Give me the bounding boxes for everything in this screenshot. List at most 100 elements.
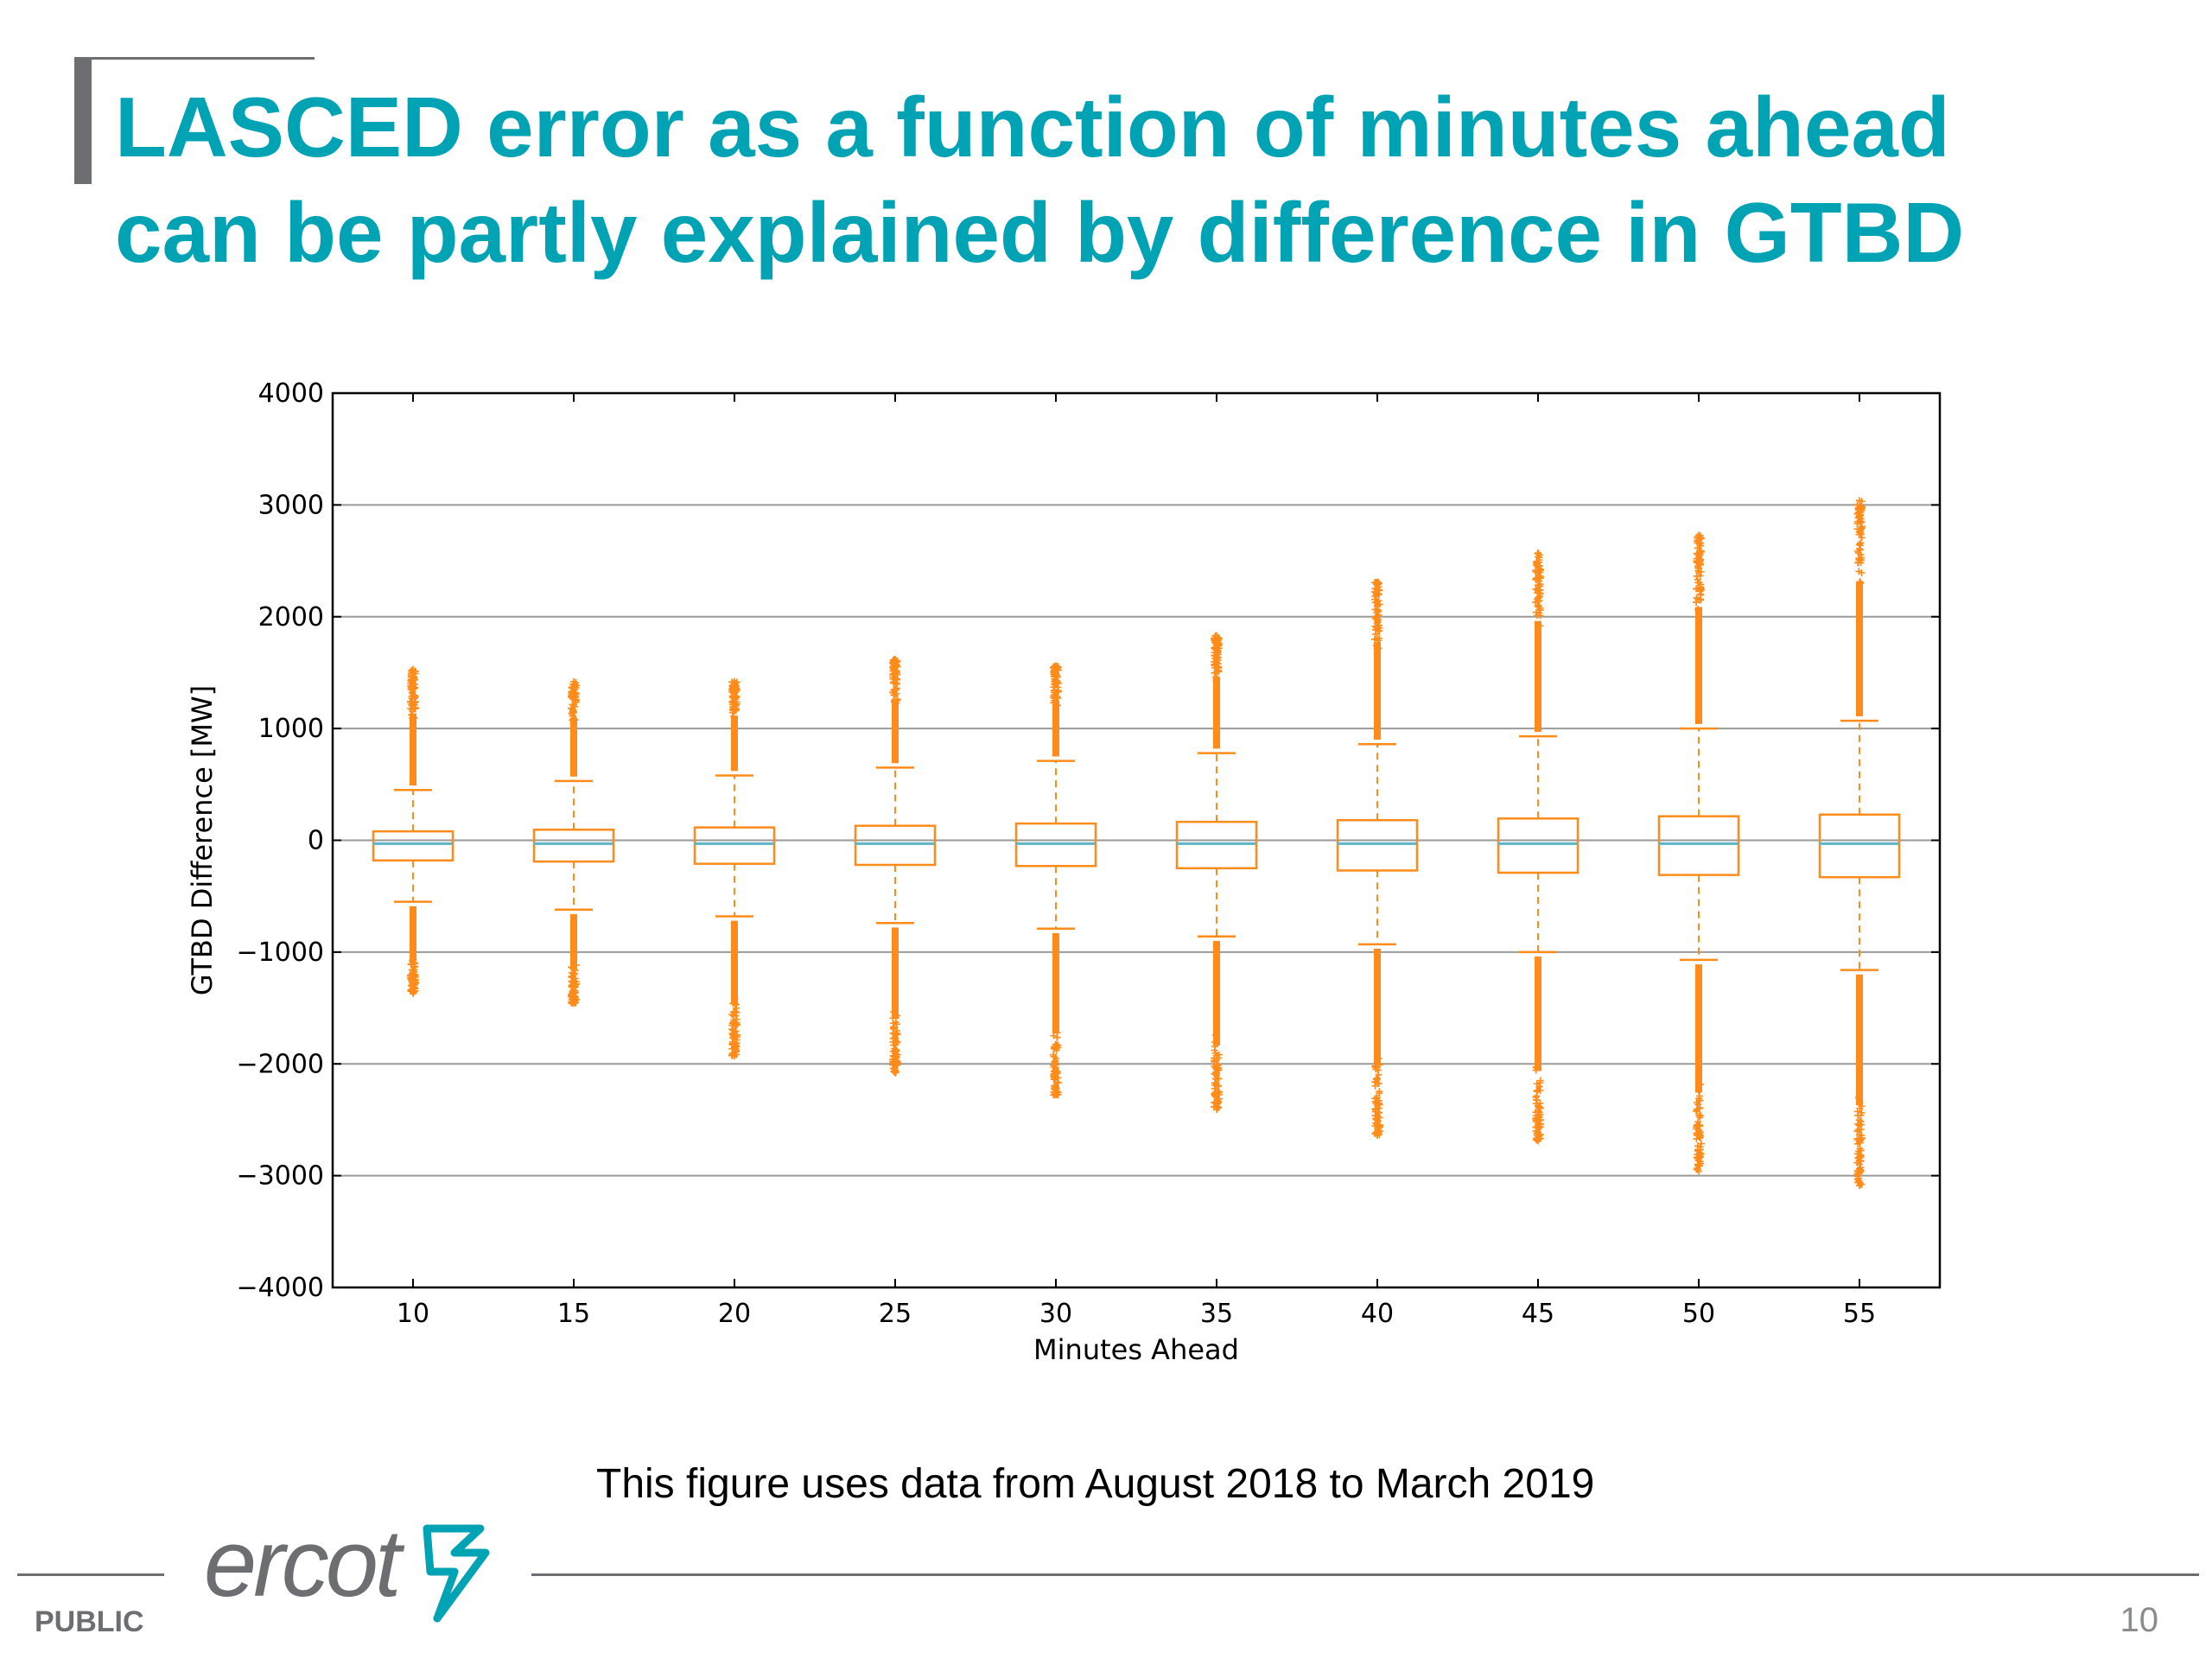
y-tick-label: 0 (308, 826, 324, 856)
flier-point (1855, 1096, 1863, 1103)
flier-point (1693, 558, 1700, 566)
flier-point (1536, 1087, 1544, 1095)
y-tick-label: 3000 (258, 490, 324, 520)
flier-point (1855, 1170, 1863, 1178)
flier-point (1372, 589, 1380, 597)
flier-cluster-low (1052, 932, 1059, 1034)
flier-extreme-high (1856, 497, 1863, 505)
flier-extreme-high (1695, 531, 1702, 539)
flier-point (893, 1058, 900, 1065)
flier-point (1694, 562, 1702, 569)
flier-point (1053, 673, 1061, 681)
slide-title: LASCED error as a function of minutes ah… (115, 74, 2171, 285)
flier-point (890, 1007, 898, 1015)
x-tick-label: 10 (397, 1299, 429, 1329)
flier-point (569, 715, 577, 722)
flier-cluster-high (1856, 582, 1863, 716)
slide-title-line-1: LASCED error as a function of minutes ah… (115, 79, 1950, 175)
box-plot-chart: 4000 3000 2000 1000 0 −1000 −2000 −3000 −4000 10 1… (186, 378, 1942, 1366)
flier-point (728, 1039, 736, 1047)
flier-point (1855, 568, 1863, 575)
flier-extreme-high (892, 655, 899, 663)
flier-extreme-low (731, 1052, 738, 1060)
flier-point (1376, 634, 1383, 642)
flier-point (1211, 660, 1218, 668)
flier-point (729, 692, 737, 700)
x-tick-label: 40 (1361, 1299, 1394, 1329)
flier-extreme-high (731, 677, 738, 685)
flier-point (1371, 635, 1379, 643)
flier-point (893, 684, 900, 692)
flier-point (571, 694, 579, 702)
flier-point (1371, 599, 1379, 607)
flier-point (569, 684, 576, 692)
flier-point (1532, 1116, 1540, 1124)
flier-point (1052, 666, 1059, 674)
flier-cluster-low (1856, 974, 1863, 1106)
flier-point (407, 711, 415, 719)
flier-point (1694, 1087, 1702, 1095)
flier-point (1054, 702, 1061, 709)
flier-point (1371, 1062, 1379, 1070)
flier-point (890, 1030, 898, 1038)
flier-point (1694, 579, 1702, 587)
flier-point (1697, 535, 1705, 543)
flier-cluster-low (892, 927, 899, 1018)
flier-point (1053, 689, 1061, 696)
flier-point (410, 714, 418, 721)
flier-point (1855, 1122, 1863, 1129)
flier-cluster-low (410, 906, 416, 961)
flier-point (1214, 651, 1222, 658)
flier-extreme-high (1535, 550, 1541, 557)
flier-point (1855, 1153, 1863, 1160)
flier-extreme-low (1213, 1106, 1220, 1114)
flier-point (1211, 1046, 1218, 1054)
flier-cluster-high (1374, 641, 1381, 741)
flier-point (1371, 1105, 1379, 1113)
flier-point (1375, 1079, 1382, 1087)
flier-point (1536, 622, 1544, 630)
y-tick-label: −3000 (237, 1161, 324, 1192)
flier-point (407, 698, 415, 706)
flier-point (1214, 1099, 1222, 1107)
flier-point (1696, 1092, 1704, 1100)
flier-point (1697, 568, 1705, 575)
flier-point (572, 961, 580, 969)
flier-point (1532, 585, 1540, 593)
flier-point (1052, 692, 1059, 700)
flier-cluster-high (570, 717, 577, 777)
flier-extreme-low (410, 989, 416, 997)
flier-point (1051, 1075, 1058, 1083)
flier-point (1694, 596, 1702, 604)
flier-point (731, 1044, 739, 1052)
flier-point (1375, 1109, 1382, 1116)
box-40 (1336, 578, 1419, 1140)
x-tick-label: 25 (879, 1299, 912, 1329)
flier-point (1052, 680, 1060, 688)
flier-point (891, 696, 899, 704)
public-label: PUBLIC (35, 1605, 144, 1638)
flier-point (1853, 501, 1861, 509)
box-iqr (1657, 815, 1740, 876)
flier-point (410, 701, 418, 709)
flier-point (733, 1031, 741, 1039)
flier-extreme-low (1535, 1137, 1541, 1145)
flier-point (1534, 582, 1541, 589)
flier-point (569, 709, 577, 716)
flier-point (570, 984, 578, 992)
flier-point (1697, 1140, 1705, 1147)
flier-extreme-high (1213, 632, 1220, 639)
box-30 (1014, 662, 1097, 1099)
flier-point (1695, 1081, 1703, 1089)
flier-point (1858, 1109, 1866, 1116)
flier-point (1371, 1082, 1379, 1090)
flier-point (1536, 586, 1544, 594)
flier-point (1376, 1101, 1383, 1109)
flier-point (1854, 549, 1862, 556)
flier-point (1853, 1128, 1861, 1135)
flier-point (1211, 1057, 1218, 1065)
flier-cluster-low (1374, 948, 1381, 1065)
flier-point (889, 667, 897, 675)
flier-extreme-high (1374, 578, 1381, 586)
flier-point (1853, 1108, 1861, 1116)
